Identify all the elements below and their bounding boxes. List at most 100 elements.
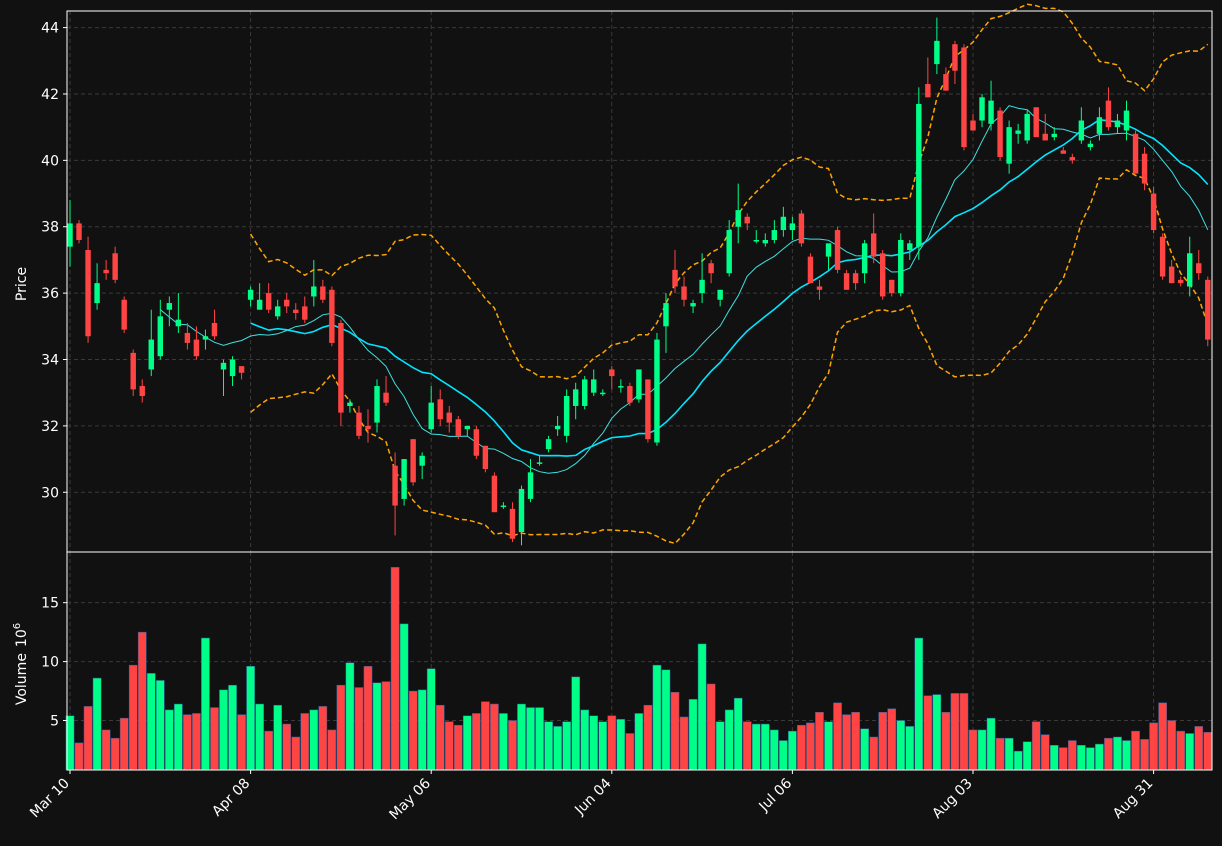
candle-body <box>1078 120 1085 141</box>
volume-bar <box>210 707 219 771</box>
volume-bar <box>571 676 580 771</box>
candle-body <box>256 299 263 310</box>
price-tick-label: 44 <box>41 21 59 37</box>
candle-body <box>202 336 209 340</box>
volume-bar <box>408 690 418 771</box>
candle-body <box>645 379 651 440</box>
volume-bar <box>607 715 617 771</box>
volume-bar <box>1122 740 1131 771</box>
volume-bar <box>435 704 445 771</box>
volume-bar <box>851 712 860 771</box>
price-tick-label: 32 <box>41 419 59 435</box>
volume-bar <box>1058 747 1068 771</box>
candle-body <box>572 389 579 406</box>
volume-bar <box>499 713 508 771</box>
candle-body <box>401 459 407 499</box>
volume-bar <box>670 691 680 771</box>
volume-bar <box>74 742 84 771</box>
candle-body <box>302 306 308 320</box>
candle-body <box>1015 130 1021 134</box>
candle-body <box>870 233 877 257</box>
volume-bar <box>751 723 761 771</box>
candle-body <box>753 240 759 242</box>
candle-body <box>771 230 778 241</box>
candle-body <box>1096 117 1103 134</box>
candle-body <box>654 339 660 443</box>
volume-bar <box>155 680 165 771</box>
volume-bar <box>1049 745 1059 771</box>
volume-bar <box>146 673 156 771</box>
candle-body <box>76 223 82 241</box>
axis-layer: 30 32 34 36 38 40 42 44 5 10 15 Mar 10 Apr 08 May 06 J… <box>27 21 1156 823</box>
price-panel-frame <box>66 10 1213 553</box>
volume-panel-frame <box>66 551 1213 771</box>
volume-bar <box>1176 730 1185 771</box>
candle-body <box>690 303 696 307</box>
volume-bar <box>1040 734 1050 771</box>
volume-grid <box>67 552 1212 770</box>
candle-body <box>907 243 913 250</box>
price-tick-label: 30 <box>41 485 59 501</box>
candle-body <box>455 419 461 436</box>
overlay-bollinger-upper-line <box>249 3 1209 380</box>
x-tick-label: Apr 08 <box>209 776 253 820</box>
volume-bar <box>444 721 454 771</box>
volume-bar <box>192 713 201 771</box>
candle-body <box>1114 120 1121 128</box>
candle-body <box>1150 193 1157 231</box>
candle-body <box>1060 150 1067 154</box>
candle-body <box>428 402 434 430</box>
volume-bar <box>941 712 951 771</box>
candle-body <box>925 84 931 98</box>
volume-bar <box>1004 737 1014 771</box>
candle-body <box>1033 107 1039 138</box>
volume-bar <box>137 631 147 771</box>
volume-bar <box>661 669 671 771</box>
volume-bar <box>1158 702 1167 771</box>
candle-body <box>509 508 516 539</box>
candle-body <box>527 472 534 499</box>
candle-body <box>139 386 145 397</box>
price-tick-label: 36 <box>41 286 59 302</box>
candle-body <box>392 465 398 506</box>
volume-bar <box>309 709 319 771</box>
candle-body <box>744 216 750 224</box>
candle-body <box>518 488 525 533</box>
candle-body <box>1196 263 1202 274</box>
candle-body <box>816 286 823 290</box>
volume-bar <box>995 737 1005 771</box>
volume-bar <box>679 716 689 771</box>
volume-axis-label: Volume 106 <box>12 623 30 705</box>
candle-body <box>852 273 859 284</box>
volume-bar <box>589 715 599 771</box>
candle-body <box>1123 110 1130 131</box>
candle-body <box>879 253 886 297</box>
candle-body <box>320 286 326 300</box>
volume-bar <box>562 721 571 771</box>
candle-body <box>591 379 597 393</box>
volume-bar <box>472 713 481 771</box>
volume-bar <box>426 668 436 771</box>
candle-body <box>988 100 994 124</box>
x-tick-label: Mar 10 <box>27 776 73 822</box>
volume-bar <box>1095 743 1104 771</box>
volume-bar <box>1149 722 1158 771</box>
candle-body <box>166 303 173 310</box>
candle-body <box>554 425 561 430</box>
candle-body <box>157 316 164 357</box>
volume-bar <box>264 730 273 771</box>
volume-bar <box>174 703 183 771</box>
price-tick-label: 34 <box>41 352 59 368</box>
candle-body <box>274 306 281 317</box>
candle-body <box>726 230 732 274</box>
candle-body <box>410 439 416 483</box>
candle-body <box>1132 133 1139 174</box>
candle-body <box>374 386 380 423</box>
candle-body <box>473 429 480 456</box>
volume-bar <box>914 637 924 771</box>
volume-bar <box>932 694 942 771</box>
candle-body <box>1105 100 1112 128</box>
volume-bar <box>508 720 517 771</box>
volume-bar <box>273 704 283 771</box>
candle-body <box>807 256 814 284</box>
